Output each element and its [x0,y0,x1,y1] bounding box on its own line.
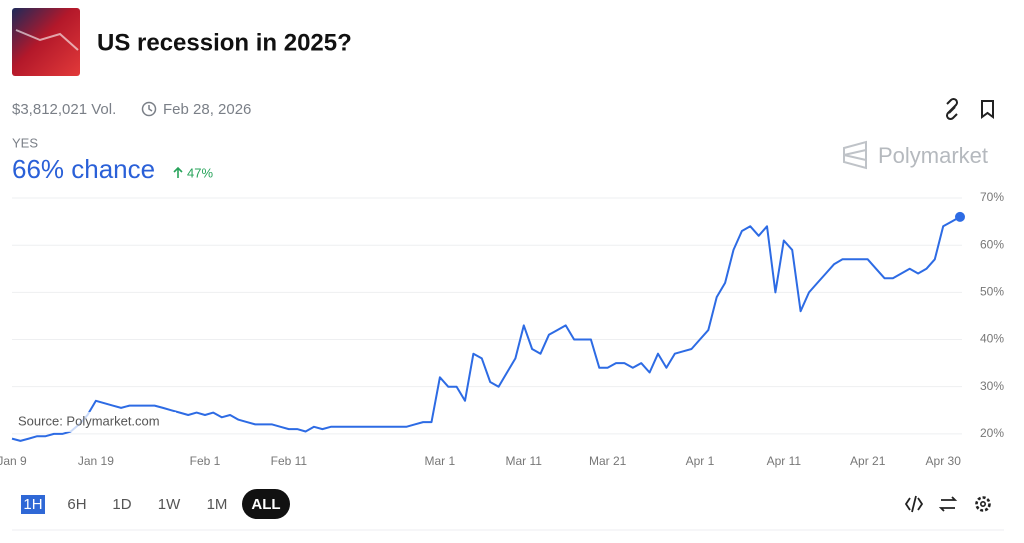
last-point [955,211,965,222]
change: 47% [187,165,213,180]
x-tick-label: Apr 30 [926,454,962,468]
image-detail [15,29,79,51]
x-tick-label: Jan 9 [0,454,27,468]
x-tick-label: Feb 11 [271,454,308,468]
brand-name: Polymarket [878,143,988,168]
end-date: Feb 28, 2026 [163,101,251,118]
link-button[interactable] [945,97,959,121]
up-arrow [173,166,183,178]
market-image [12,8,80,76]
range-pill[interactable] [242,489,290,519]
market-title: US recession in 2025? [97,29,352,56]
bookmark-button[interactable] [981,100,994,119]
x-tick-label: Mar 11 [506,454,543,468]
settings-button[interactable] [975,496,991,512]
brand-logo [843,140,867,170]
range-controls: 1H 6H 1D 1W 1M ALL [21,489,290,519]
y-tick-label: 50% [980,285,1004,299]
chance: 66% chance [12,154,155,184]
y-tick-label: 30% [980,379,1004,393]
source: Source: Polymarket.com [18,413,160,428]
chart: 20% 30% 40% 50% 60% 70% Jan 9 Jan 19 Feb 1 Feb 11… [0,190,1004,468]
range-button[interactable]: 1D [112,496,131,513]
range-button[interactable]: 1W [158,496,181,513]
y-tick-label: 60% [980,237,1004,251]
range-button[interactable]: 1M [207,496,228,513]
x-tick-label: Apr 1 [686,454,715,468]
range-highlight[interactable] [21,495,45,514]
swap-button[interactable] [938,496,958,512]
x-tick-label: Mar 1 [425,454,456,468]
y-tick-label: 70% [980,190,1004,204]
price-line [11,216,961,442]
volume: $3,812,021 Vol. [12,101,116,118]
x-tick-label: Jan 19 [78,454,114,468]
y-tick-label: 40% [980,332,1004,346]
x-tick-label: Apr 21 [850,454,886,468]
range-button[interactable]: 6H [67,496,86,513]
y-tick-label: 20% [980,426,1004,440]
range-button[interactable]: 1H [23,496,42,513]
x-tick-label: Apr 11 [767,454,802,468]
embed-button[interactable] [904,495,924,513]
outcome: YES [12,135,38,150]
range-button[interactable]: ALL [251,496,280,513]
source-background [14,412,176,432]
clock-icon [141,101,157,117]
x-tick-label: Mar 21 [589,454,627,468]
x-tick-label: Feb 1 [190,454,221,468]
